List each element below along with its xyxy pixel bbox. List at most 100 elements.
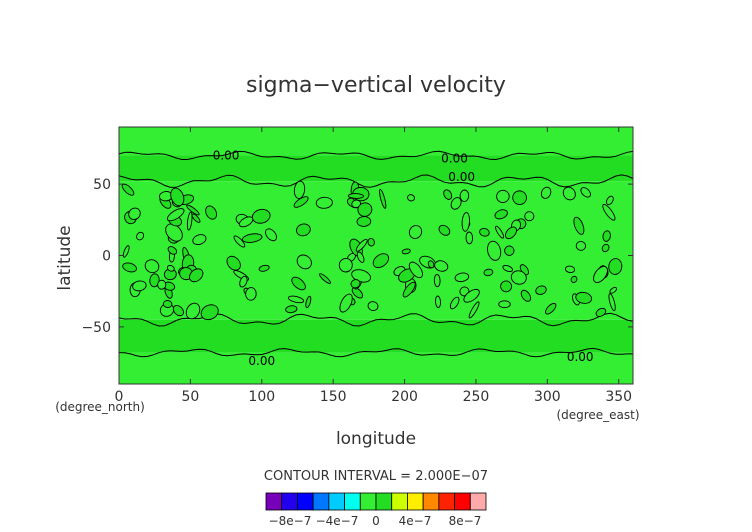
contour-cell (200, 304, 219, 321)
contour-label-3: 0.00 (248, 354, 275, 368)
contour-cell (339, 293, 353, 313)
colorbar (265, 492, 487, 511)
contour-cell (535, 285, 547, 295)
contour-cell (608, 293, 616, 312)
contour-cell (315, 196, 333, 209)
contour-cell (291, 276, 306, 291)
contour-cell (166, 208, 185, 222)
contour-cell (504, 245, 515, 256)
contour-cell (463, 288, 480, 303)
colorbar-swatch (344, 492, 361, 511)
contour-cell (293, 196, 309, 208)
contour-cell (520, 289, 532, 302)
contour-cell (450, 197, 462, 210)
contour-cell (540, 186, 552, 199)
contour-cell (258, 264, 270, 272)
contour-cell (434, 260, 449, 272)
contour-cell (502, 265, 514, 272)
contour-cell (285, 305, 298, 314)
colorbar-label: 4e−7 (399, 514, 432, 528)
x-tick-label: 50 (181, 389, 199, 405)
contour-cell (122, 245, 130, 258)
contour-cell (545, 302, 557, 315)
contour-cell (438, 224, 451, 236)
contour-cell (356, 251, 365, 263)
contour-cell (608, 258, 623, 275)
contour-cell (367, 237, 375, 247)
colorbar-swatch (375, 492, 393, 511)
contour-cell (226, 255, 241, 271)
contour-cell (593, 266, 608, 283)
contour-cell (379, 188, 387, 209)
contour-cell (573, 216, 585, 235)
colorbar-swatch (469, 492, 487, 511)
contour-cell (468, 301, 480, 319)
colorbar-swatch (359, 492, 377, 511)
contour-cell (601, 243, 610, 253)
contour-cell (575, 241, 587, 251)
contour-cell (357, 202, 373, 217)
x-tick-label: 100 (248, 389, 275, 405)
colorbar-swatch (391, 492, 408, 511)
contour-cell (407, 194, 415, 202)
contour-cell (128, 207, 141, 220)
contour-cell (122, 262, 137, 273)
contour-cell (367, 301, 379, 311)
contour-cell (165, 223, 183, 242)
contour-cell (296, 223, 311, 237)
colorbar-swatch (328, 492, 345, 511)
contour-cell (510, 270, 527, 285)
contour-cell (185, 302, 201, 320)
contour-cell (351, 199, 362, 209)
contour-label-2: 0.00 (448, 170, 475, 184)
x-axis-ticks: 0 50 100 150 200 250 300 350 (115, 127, 632, 405)
contour-cell (408, 225, 423, 239)
contour-cell (191, 213, 201, 223)
contour-cell (602, 230, 611, 242)
contour-cell (595, 307, 607, 317)
y-axis-label: latitude (55, 225, 75, 290)
contour-cell (136, 231, 145, 241)
x-axis-label: longitude (336, 429, 416, 449)
contour-cell (166, 264, 175, 272)
contour-cell (408, 261, 423, 279)
contour-line-3 (118, 347, 633, 358)
contour-cell (293, 180, 306, 199)
contour-cell (355, 238, 368, 252)
colorbar-label: 0 (372, 514, 380, 528)
band-3 (119, 319, 633, 353)
colorbar-label: −4e−7 (316, 514, 359, 528)
contour-cell (494, 209, 508, 220)
y-axis-ticks: 50 0 −50 (81, 177, 633, 336)
colorbar-swatch (454, 492, 471, 511)
contour-line-1 (118, 174, 634, 188)
contour-cell (575, 291, 593, 304)
contour-cell (121, 183, 135, 196)
contour-cell (347, 193, 364, 199)
contour-cell (350, 279, 361, 289)
contour-cell (157, 279, 167, 290)
x-axis-unit: (degree_east) (556, 408, 639, 422)
colorbar-labels: −8e−7 −4e−7 0 4e−7 8e−7 (269, 514, 482, 528)
contour-cell (238, 216, 254, 228)
contour-cell (192, 234, 207, 246)
contour-cell (500, 280, 513, 293)
contour-cell (454, 272, 470, 283)
colorbar-swatch (265, 492, 283, 511)
y-axis-unit: (degree_north) (55, 400, 145, 414)
contour-cell (487, 240, 502, 261)
contour-cell (483, 268, 494, 277)
band-2 (119, 181, 633, 320)
contour-labels: 0.00 0.00 0.00 0.00 0.00 (213, 149, 594, 369)
contour-cell (443, 189, 453, 200)
contour-cell (241, 233, 263, 243)
contour-cell (580, 187, 591, 198)
contour-cell (162, 300, 173, 308)
x-tick-label: 250 (463, 389, 490, 405)
contour-label-0: 0.00 (213, 149, 240, 163)
contour-cell (564, 265, 576, 273)
contour-cell (606, 195, 614, 206)
x-tick-label: 0 (115, 389, 124, 405)
contour-cell (351, 287, 364, 299)
